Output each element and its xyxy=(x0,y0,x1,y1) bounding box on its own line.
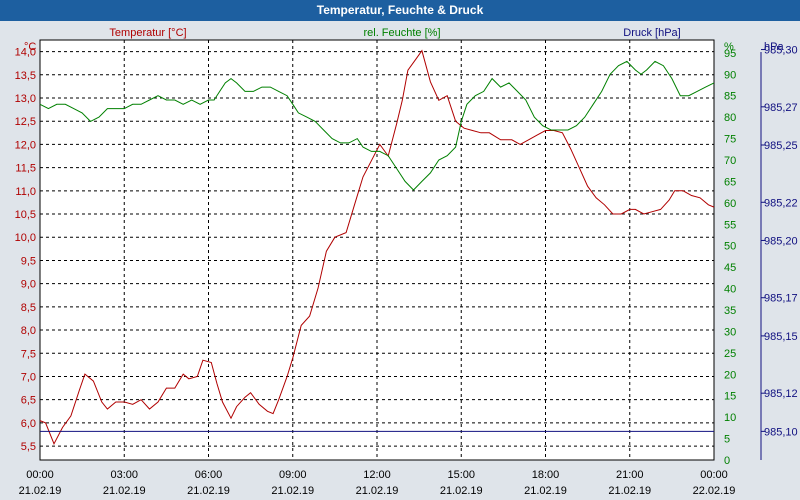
x-tick-date: 21.02.19 xyxy=(524,485,567,497)
x-tick-date: 21.02.19 xyxy=(271,485,314,497)
temp-axis-label: Temperatur [°C] xyxy=(109,27,186,39)
y-tick-humidity: 90 xyxy=(724,69,736,81)
temp-unit: °C xyxy=(24,41,36,53)
pressure-axis-label: Druck [hPa] xyxy=(623,27,680,39)
window-title: Temperatur, Feuchte & Druck xyxy=(0,0,800,21)
y-tick-pressure: 985,25 xyxy=(764,140,798,152)
chart: Temperatur [°C] rel. Feuchte [%] Druck [… xyxy=(0,21,800,500)
y-tick-humidity: 80 xyxy=(724,112,736,124)
y-tick-temperature: 6,5 xyxy=(21,395,36,407)
y-tick-temperature: 12,5 xyxy=(15,116,36,128)
y-tick-humidity: 65 xyxy=(724,176,736,188)
series-lines xyxy=(39,49,715,445)
y-tick-humidity: 25 xyxy=(724,348,736,360)
y-tick-pressure: 985,10 xyxy=(764,426,798,438)
y-tick-temperature: 7,5 xyxy=(21,348,36,360)
y-tick-pressure: 985,17 xyxy=(764,293,798,305)
y-tick-pressure: 985,12 xyxy=(764,388,798,400)
y-tick-humidity: 75 xyxy=(724,134,736,146)
y-tick-pressure: 985,27 xyxy=(764,102,798,114)
x-tick-date: 21.02.19 xyxy=(19,485,62,497)
axis-ticks: 00:00 21.02.19 03:00 21.02.19 06:00 21.02.19 0… xyxy=(15,45,798,497)
y-tick-temperature: 8,0 xyxy=(21,325,36,337)
y-tick-temperature: 8,5 xyxy=(21,302,36,314)
y-tick-temperature: 10,0 xyxy=(15,232,36,244)
x-tick-time: 06:00 xyxy=(195,469,223,481)
x-tick-date: 21.02.19 xyxy=(356,485,399,497)
x-tick-date: 21.02.19 xyxy=(440,485,483,497)
x-tick-time: 00:00 xyxy=(26,469,54,481)
y-tick-pressure: 985,30 xyxy=(764,45,798,57)
humidity-axis-label: rel. Feuchte [%] xyxy=(363,27,440,39)
y-tick-temperature: 13,5 xyxy=(15,70,36,82)
y-tick-pressure: 985,15 xyxy=(764,331,798,343)
y-tick-temperature: 13,0 xyxy=(15,93,36,105)
temperature-line xyxy=(39,49,715,445)
y-tick-humidity: 60 xyxy=(724,198,736,210)
y-tick-temperature: 9,5 xyxy=(21,255,36,267)
y-tick-temperature: 11,0 xyxy=(15,186,36,198)
y-tick-humidity: 20 xyxy=(724,369,736,381)
y-tick-humidity: 95 xyxy=(724,48,736,60)
y-tick-humidity: 85 xyxy=(724,91,736,103)
x-tick-time: 09:00 xyxy=(279,469,307,481)
x-tick-date: 22.02.19 xyxy=(693,485,736,497)
y-tick-temperature: 5,5 xyxy=(21,441,36,453)
x-tick-date: 21.02.19 xyxy=(187,485,230,497)
x-tick-date: 21.02.19 xyxy=(608,485,651,497)
y-tick-humidity: 15 xyxy=(724,391,736,403)
y-tick-temperature: 7,0 xyxy=(21,371,36,383)
y-tick-temperature: 14,0 xyxy=(15,47,36,59)
y-tick-humidity: 35 xyxy=(724,305,736,317)
y-tick-humidity: 50 xyxy=(724,241,736,253)
y-tick-humidity: 0 xyxy=(724,455,730,467)
y-tick-pressure: 985,20 xyxy=(764,235,798,247)
y-tick-temperature: 12,0 xyxy=(15,139,36,151)
x-tick-time: 21:00 xyxy=(616,469,644,481)
pressure-unit: hPa xyxy=(764,41,784,53)
y-tick-humidity: 5 xyxy=(724,434,730,446)
y-tick-temperature: 6,0 xyxy=(21,418,36,430)
x-tick-time: 18:00 xyxy=(532,469,560,481)
humidity-unit: % xyxy=(724,41,734,53)
y-tick-humidity: 10 xyxy=(724,412,736,424)
x-tick-date: 21.02.19 xyxy=(103,485,146,497)
y-tick-temperature: 10,5 xyxy=(15,209,36,221)
humidity-line xyxy=(39,60,715,191)
y-tick-humidity: 55 xyxy=(724,219,736,231)
y-tick-temperature: 11,5 xyxy=(15,163,36,175)
x-tick-time: 03:00 xyxy=(110,469,138,481)
y-tick-temperature: 9,0 xyxy=(21,279,36,291)
grid-lines xyxy=(40,40,714,460)
y-tick-humidity: 45 xyxy=(724,262,736,274)
x-tick-time: 00:00 xyxy=(700,469,728,481)
x-tick-time: 15:00 xyxy=(447,469,475,481)
y-tick-humidity: 40 xyxy=(724,284,736,296)
x-tick-time: 12:00 xyxy=(363,469,391,481)
y-tick-humidity: 70 xyxy=(724,155,736,167)
y-tick-humidity: 30 xyxy=(724,326,736,338)
y-tick-pressure: 985,22 xyxy=(764,197,798,209)
